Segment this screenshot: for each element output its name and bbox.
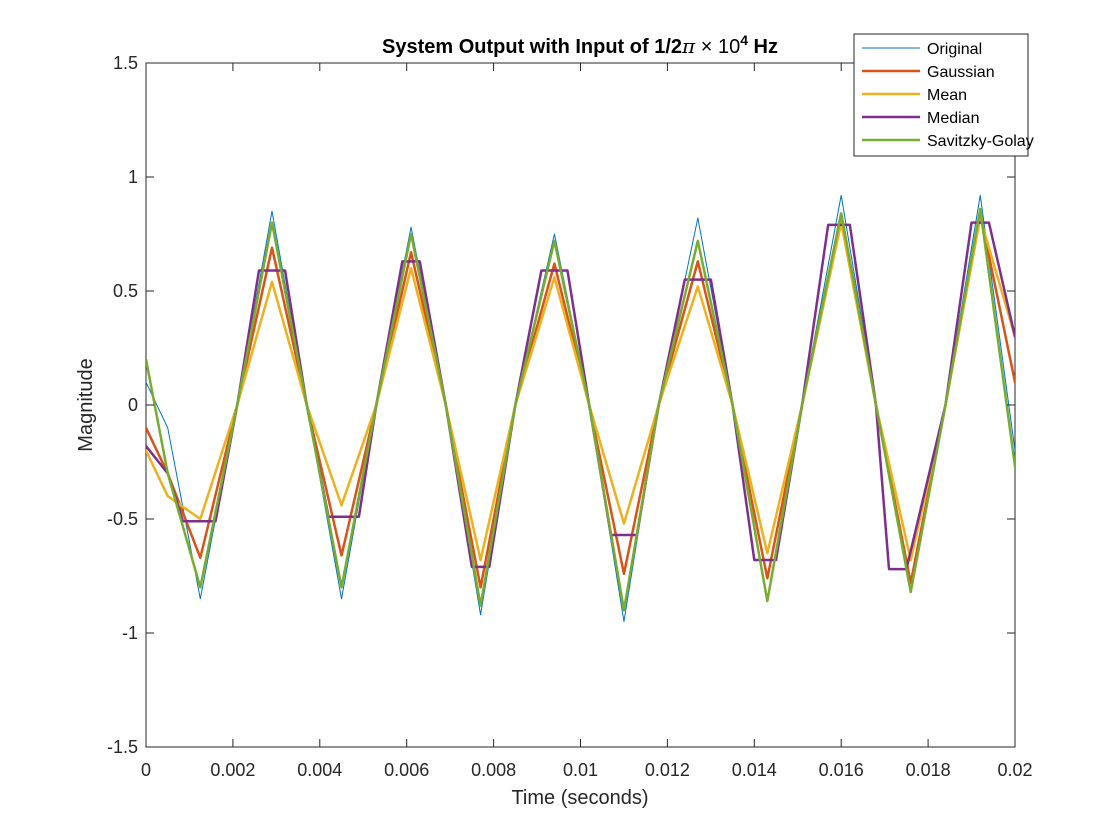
x-axis: 0 0.002 0.004 0.006 0.008 0.01 0.012 0.014 0.016… [141, 63, 1033, 780]
legend-label: Savitzky-Golay [927, 133, 1034, 150]
series-line-4 [146, 207, 1015, 612]
legend-label: Median [927, 110, 979, 127]
x-tick-label: 0.018 [906, 760, 951, 780]
y-tick-label: 0 [128, 395, 138, 415]
series-layer [146, 194, 1015, 623]
x-tick-label: 0.016 [819, 760, 864, 780]
x-tick-label: 0.002 [210, 760, 255, 780]
legend-label: Gaussian [927, 64, 995, 81]
x-axis-label: Time (seconds) [511, 787, 648, 809]
y-axis-label: Magnitude [75, 358, 97, 451]
x-tick-label: 0.004 [297, 760, 342, 780]
x-tick-label: 0.01 [563, 760, 598, 780]
legend-label: Mean [927, 87, 967, 104]
legend-label: Original [927, 41, 982, 58]
y-tick-label: 1.5 [113, 53, 138, 73]
y-axis: -1.5 -1 -0.5 0 0.5 1 1.5 [107, 53, 1015, 757]
y-tick-label: -0.5 [107, 509, 138, 529]
x-tick-label: 0.014 [732, 760, 777, 780]
legend: Original Gaussian Mean Median Savitzky-Golay [853, 33, 1034, 157]
y-tick-label: -1 [122, 623, 138, 643]
x-tick-label: 0.008 [471, 760, 516, 780]
x-tick-label: 0.02 [997, 760, 1032, 780]
y-tick-label: -1.5 [107, 737, 138, 757]
x-tick-label: 0 [141, 760, 151, 780]
x-tick-label: 0.012 [645, 760, 690, 780]
chart-title: System Output with Input of 1/2π × 104 H… [382, 32, 778, 58]
plot-area [145, 62, 1016, 748]
y-tick-label: 1 [128, 167, 138, 187]
x-tick-label: 0.006 [384, 760, 429, 780]
y-tick-label: 0.5 [113, 281, 138, 301]
